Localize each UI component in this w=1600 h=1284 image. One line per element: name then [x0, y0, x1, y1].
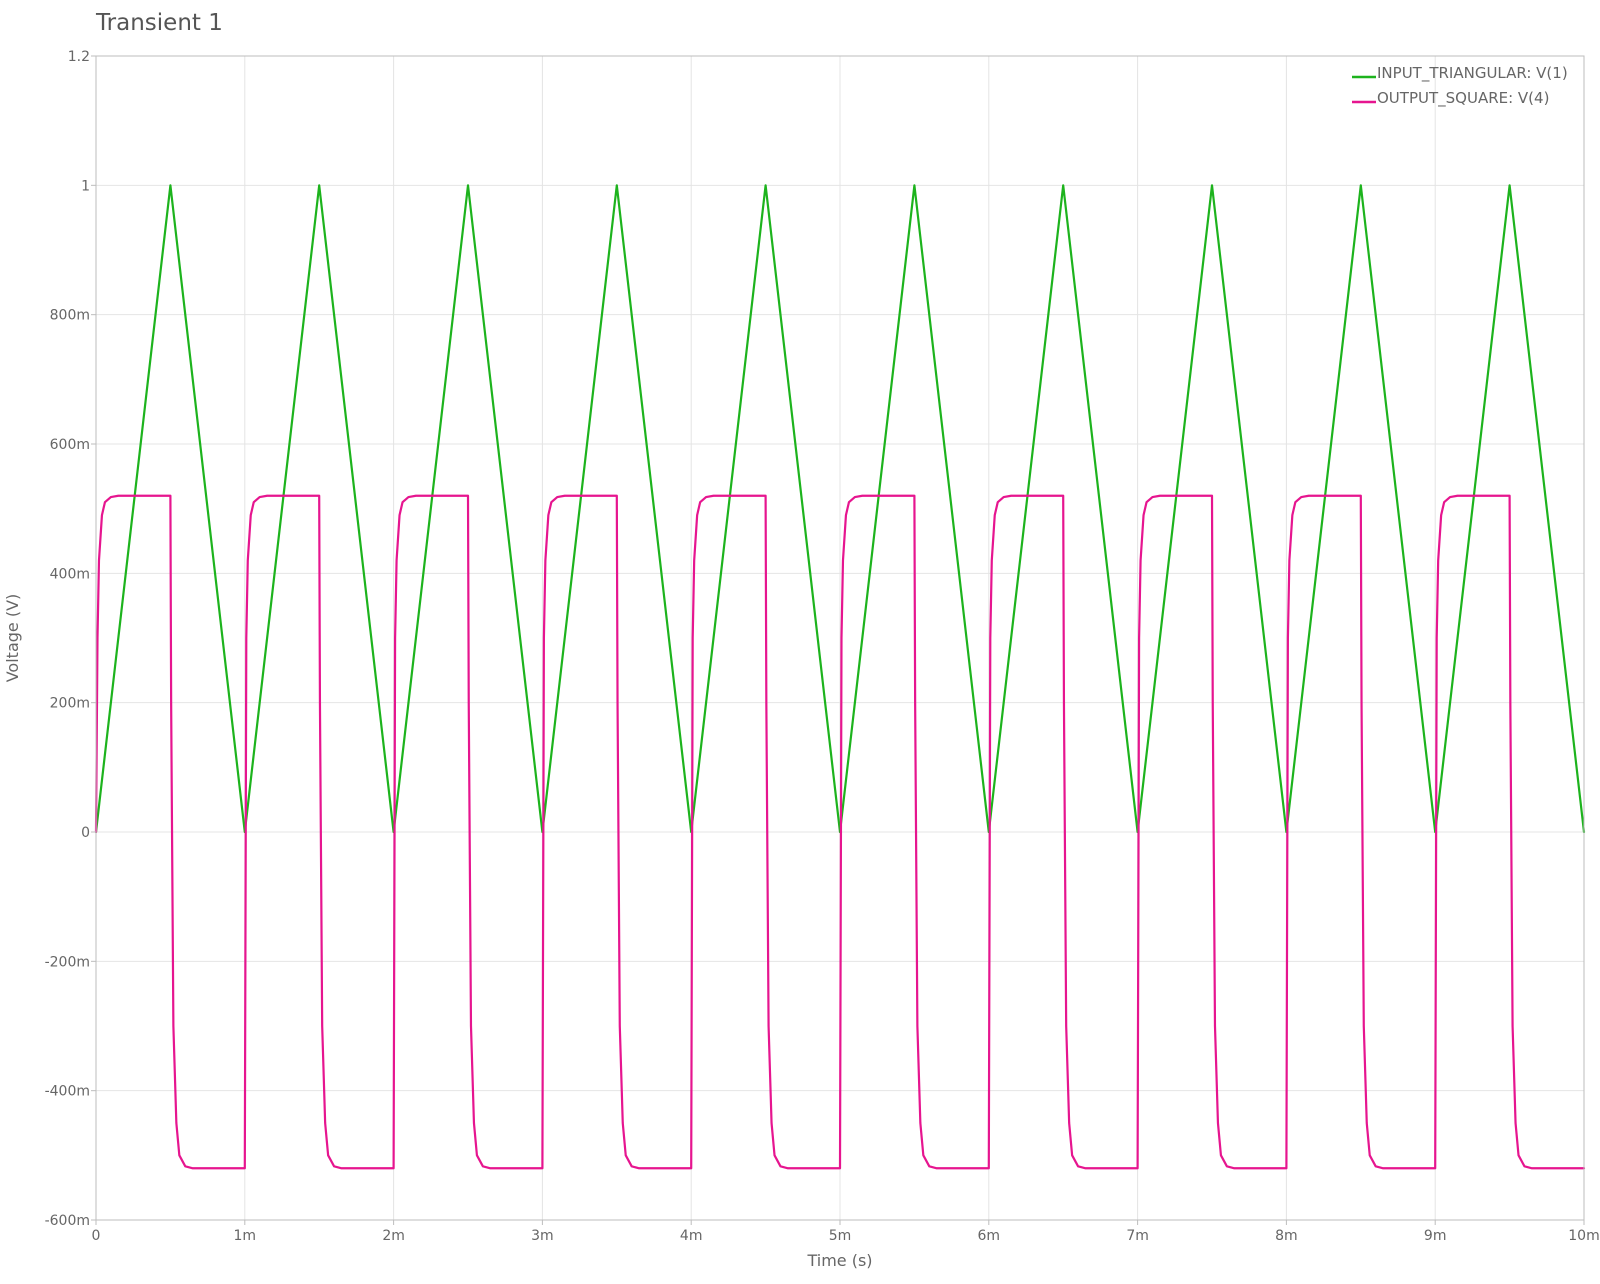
x-tick-label: 7m [1126, 1228, 1149, 1244]
y-axis-label: Voltage (V) [3, 594, 22, 683]
y-tick-label: -200m [45, 954, 90, 970]
x-tick-label: 0 [92, 1228, 101, 1244]
series-line-output-square-v-4 [94, 494, 1586, 1170]
x-tick-label: 2m [382, 1228, 405, 1244]
x-tick-label: 6m [978, 1228, 1001, 1244]
x-tick-label: 10m [1568, 1228, 1599, 1244]
x-tick-label: 4m [680, 1228, 703, 1244]
y-tick-label: 1.2 [68, 49, 90, 65]
axis-layer: 0 1m 2m 3m 4m 5m 6m 7m 8m 9m 10m 1.2 1 800m 600m 400m 20… [45, 49, 1600, 1244]
x-tick-label: 5m [829, 1228, 852, 1244]
chart-title: Transient 1 [95, 10, 223, 36]
series-layer [94, 184, 1586, 1170]
y-tick-label: 200m [50, 696, 90, 712]
y-tick-label: 1 [81, 178, 90, 194]
legend: INPUT_TRIANGULAR: V(1) OUTPUT_SQUARE: V(4… [1352, 64, 1568, 108]
y-tick-label: 600m [50, 437, 90, 453]
legend-label: INPUT_TRIANGULAR: V(1) [1377, 64, 1568, 83]
x-tick-label: 3m [531, 1228, 554, 1244]
x-axis-label: Time (s) [806, 1251, 872, 1270]
legend-label: OUTPUT_SQUARE: V(4) [1377, 89, 1549, 108]
y-tick-label: -400m [45, 1084, 90, 1100]
x-tick-label: 8m [1275, 1228, 1298, 1244]
y-tick-label: -600m [45, 1213, 90, 1229]
y-tick-label: 800m [50, 308, 90, 324]
y-tick-label: 400m [50, 566, 90, 582]
y-tick-label: 0 [81, 825, 90, 841]
x-tick-label: 1m [234, 1228, 257, 1244]
x-tick-label: 9m [1424, 1228, 1447, 1244]
